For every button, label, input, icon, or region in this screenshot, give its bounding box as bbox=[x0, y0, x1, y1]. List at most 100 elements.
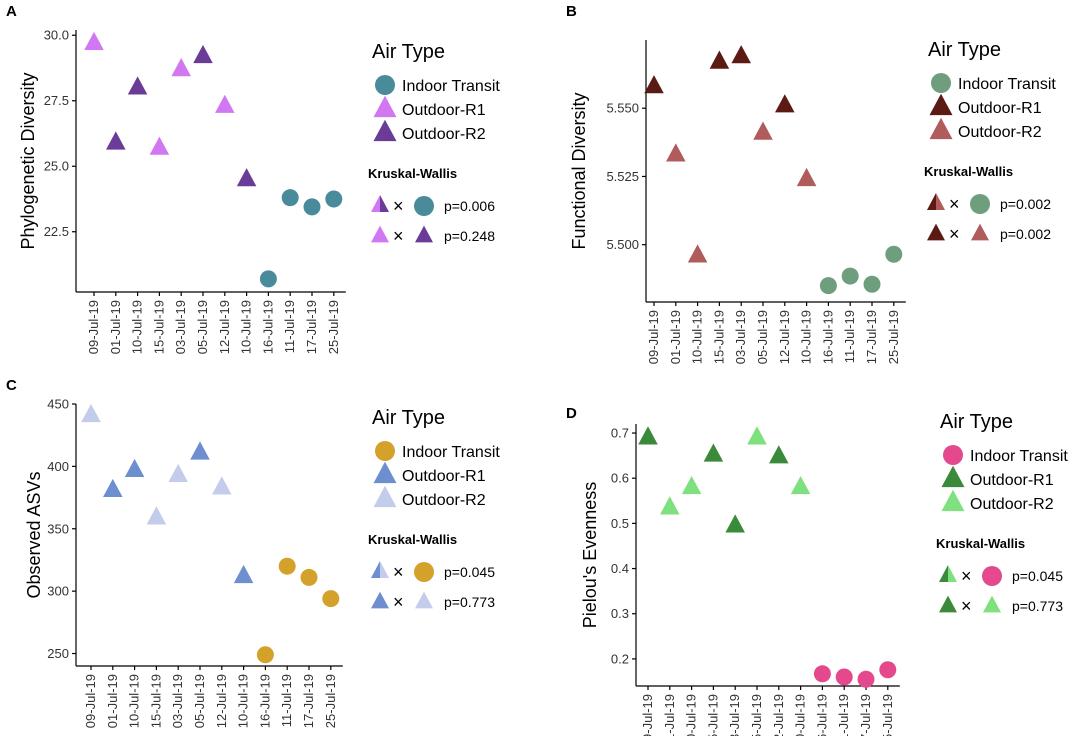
data-point bbox=[303, 198, 321, 216]
legend-entry-label: Outdoor-R2 bbox=[970, 496, 1054, 513]
data-point bbox=[278, 557, 296, 575]
x-tick-label: 11-Jul-19 bbox=[836, 694, 851, 736]
legend-marker bbox=[375, 75, 395, 95]
y-tick-label: 0.5 bbox=[611, 516, 629, 531]
y-tick-label: 0.2 bbox=[611, 651, 629, 666]
data-point bbox=[731, 45, 751, 64]
data-point bbox=[681, 475, 702, 495]
x-tick-label: 05-Jul-19 bbox=[192, 674, 207, 728]
y-tick-label: 0.4 bbox=[611, 561, 629, 576]
data-point bbox=[322, 590, 340, 608]
x-tick-label: 10-Jul-19 bbox=[127, 674, 142, 728]
times-symbol: × bbox=[393, 562, 404, 582]
data-point bbox=[190, 441, 210, 460]
x-tick-label: 09-Jul-19 bbox=[83, 674, 98, 728]
kruskal-title: Kruskal-Wallis bbox=[924, 164, 1013, 179]
x-tick-label: 03-Jul-19 bbox=[727, 694, 742, 736]
kruskal-title: Kruskal-Wallis bbox=[368, 532, 457, 547]
triangle-marker-a bbox=[939, 595, 957, 613]
legend-marker bbox=[373, 119, 397, 142]
x-tick-label: 01-Jul-19 bbox=[108, 300, 123, 354]
y-axis-label: Functional Diversity bbox=[569, 92, 589, 249]
y-axis-label: Observed ASVs bbox=[24, 471, 44, 598]
x-tick-label: 10-Jul-19 bbox=[793, 694, 808, 736]
y-tick-label: 30.0 bbox=[44, 28, 69, 43]
panel-d: D 0.2 0.3 0.4 0.5 0.6 0.7 09-Jul-19 01-Jul-19 10-… bbox=[566, 405, 1068, 736]
data-point bbox=[259, 270, 277, 288]
legend-entry-label: Outdoor-R1 bbox=[402, 468, 486, 485]
data-point bbox=[193, 44, 213, 64]
x-tick-label: 01-Jul-19 bbox=[668, 310, 683, 364]
x-tick-label: 15-Jul-19 bbox=[151, 300, 166, 354]
p-value-2: p=0.773 bbox=[444, 594, 495, 610]
split-triangle-marker bbox=[371, 195, 389, 212]
panel-letter: C bbox=[6, 377, 17, 394]
triangle-marker-a bbox=[927, 223, 945, 241]
panel-a: A 22.5 25.0 27.5 30.0 09-Jul-19 01-Jul-19 10-Ju… bbox=[6, 3, 500, 354]
legend-marker bbox=[373, 485, 397, 508]
p-value-1: p=0.002 bbox=[1000, 196, 1051, 212]
split-triangle-marker bbox=[939, 565, 957, 582]
x-tick-label: 05-Jul-19 bbox=[755, 310, 770, 364]
x-tick-label: 25-Jul-19 bbox=[886, 310, 901, 364]
x-tick-label: 16-Jul-19 bbox=[820, 310, 835, 364]
y-tick-label: 400 bbox=[47, 459, 69, 474]
times-symbol: × bbox=[393, 226, 404, 246]
data-point bbox=[660, 496, 680, 515]
y-tick-label: 5.550 bbox=[606, 101, 639, 116]
y-tick-label: 27.5 bbox=[44, 93, 69, 108]
kruskal-title: Kruskal-Wallis bbox=[936, 536, 1025, 551]
data-point bbox=[84, 31, 104, 51]
data-point bbox=[212, 476, 232, 495]
p-value-1: p=0.045 bbox=[444, 564, 495, 580]
data-point bbox=[747, 426, 767, 445]
data-point bbox=[775, 94, 795, 113]
x-tick-label: 15-Jul-19 bbox=[705, 694, 720, 736]
legend-title: Air Type bbox=[372, 407, 445, 429]
data-point bbox=[149, 136, 170, 155]
x-tick-label: 17-Jul-19 bbox=[864, 310, 879, 364]
legend-entry-label: Indoor Transit bbox=[958, 76, 1056, 93]
triangle-marker-a bbox=[371, 225, 389, 243]
data-point bbox=[769, 445, 789, 464]
legend-marker bbox=[941, 489, 965, 512]
legend-marker bbox=[943, 445, 963, 465]
p-value-2: p=0.248 bbox=[444, 228, 495, 244]
data-point bbox=[790, 475, 811, 495]
split-triangle-left bbox=[371, 195, 380, 212]
times-symbol: × bbox=[393, 196, 404, 216]
triangle-marker-b bbox=[983, 595, 1001, 613]
x-tick-label: 15-Jul-19 bbox=[711, 310, 726, 364]
split-triangle-marker bbox=[371, 561, 389, 578]
split-triangle-right bbox=[948, 565, 957, 582]
data-point bbox=[127, 76, 148, 95]
split-triangle-right bbox=[380, 195, 389, 212]
data-point bbox=[300, 568, 318, 586]
panel-letter: D bbox=[566, 405, 577, 422]
x-tick-label: 09-Jul-19 bbox=[646, 310, 661, 364]
data-point bbox=[885, 245, 903, 263]
data-point bbox=[106, 131, 126, 150]
times-symbol: × bbox=[961, 566, 972, 586]
legend-entry-label: Outdoor-R1 bbox=[970, 472, 1054, 489]
x-tick-label: 09-Jul-19 bbox=[86, 300, 101, 354]
x-tick-label: 16-Jul-19 bbox=[814, 694, 829, 736]
data-point bbox=[796, 167, 817, 187]
p-value-2: p=0.773 bbox=[1012, 598, 1063, 614]
data-point bbox=[687, 244, 708, 263]
times-symbol: × bbox=[949, 194, 960, 214]
x-tick-label: 15-Jul-19 bbox=[148, 674, 163, 728]
legend-marker bbox=[929, 117, 953, 140]
legend-entry-label: Outdoor-R2 bbox=[402, 492, 486, 509]
split-triangle-marker bbox=[927, 193, 945, 210]
data-point bbox=[233, 564, 254, 584]
legend-entry-label: Indoor Transit bbox=[402, 78, 500, 95]
data-point bbox=[879, 661, 897, 679]
x-tick-label: 01-Jul-19 bbox=[662, 694, 677, 736]
y-tick-label: 22.5 bbox=[44, 224, 69, 239]
legend-circle-marker bbox=[970, 194, 990, 214]
x-tick-label: 25-Jul-19 bbox=[323, 674, 338, 728]
data-point bbox=[103, 478, 123, 497]
x-tick-label: 17-Jul-19 bbox=[304, 300, 319, 354]
